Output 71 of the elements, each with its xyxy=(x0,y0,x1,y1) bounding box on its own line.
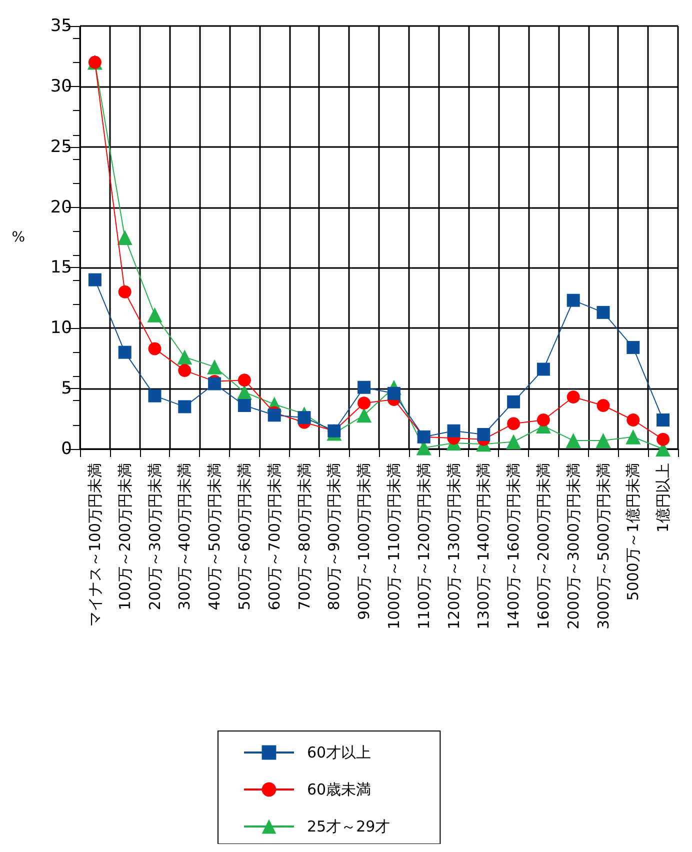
x-tick-label: 3000万～5000万円未満 xyxy=(594,463,612,630)
point xyxy=(506,434,522,450)
point xyxy=(238,374,251,387)
y-tick-label: 25 xyxy=(50,136,72,157)
x-tick-label: 5000万～1億円未満 xyxy=(624,463,642,601)
point xyxy=(536,362,550,376)
y-tick-label: 5 xyxy=(61,378,72,399)
x-tick-label: 1100万～1200万円未満 xyxy=(414,463,433,630)
point xyxy=(626,413,640,426)
point xyxy=(298,411,311,424)
x-tick-label: 500万～600万円未満 xyxy=(235,463,254,610)
x-tick-label: 2000万～3000万円未満 xyxy=(564,463,582,630)
point xyxy=(447,424,460,438)
point xyxy=(356,408,372,423)
y-tick-label: 10 xyxy=(50,318,72,338)
x-tick-label: 1400万～1600万円未満 xyxy=(504,463,523,630)
x-tick-label: 200万～300万円未満 xyxy=(146,463,164,610)
x-tick-label: 600万～700万円未満 xyxy=(265,463,284,610)
y-axis-title: % xyxy=(12,230,25,246)
x-tick-label: 900万～1000万円未満 xyxy=(355,463,374,620)
point xyxy=(117,230,132,245)
point xyxy=(566,390,580,404)
y-tick-label: 15 xyxy=(50,258,72,278)
point xyxy=(118,346,132,359)
y-tick-label: 0 xyxy=(61,439,72,459)
point xyxy=(626,429,641,444)
point xyxy=(178,400,192,414)
point xyxy=(358,380,371,394)
point xyxy=(207,359,222,374)
x-tick-label: 1300万～1400万円未満 xyxy=(474,463,493,630)
x-tick-label: 700万～800万円未満 xyxy=(295,463,314,610)
point xyxy=(626,340,640,354)
legend-label: 60歳未満 xyxy=(307,780,372,798)
point xyxy=(236,384,252,400)
point xyxy=(358,396,371,410)
x-tick-label: 1億円以上 xyxy=(654,463,672,533)
point xyxy=(88,273,102,286)
point xyxy=(177,350,192,365)
x-tick-label: 1000万～1100万円未満 xyxy=(384,463,403,630)
point xyxy=(566,294,580,307)
y-tick-label: 30 xyxy=(50,76,72,96)
point xyxy=(507,395,520,408)
point xyxy=(596,306,610,319)
x-tick-label: 1600万～2000万円未満 xyxy=(534,463,552,630)
x-tick-label: 400万～500万円未満 xyxy=(206,463,224,610)
point xyxy=(566,433,581,448)
point xyxy=(596,398,610,412)
point xyxy=(118,285,132,298)
legend-label: 60才以上 xyxy=(307,744,372,762)
x-tick-label: 1200万～1300万円未満 xyxy=(444,463,463,630)
point xyxy=(208,377,222,390)
y-tick-label: 35 xyxy=(50,16,72,36)
x-tick-label: マイナス～100万円未満 xyxy=(86,463,104,627)
point xyxy=(268,408,281,422)
point xyxy=(387,386,400,400)
x-tick-label: 100万～200万円未満 xyxy=(116,463,134,610)
point xyxy=(238,398,251,412)
point xyxy=(477,428,490,441)
point xyxy=(507,417,520,430)
point xyxy=(147,307,162,322)
point xyxy=(656,432,670,446)
point xyxy=(656,413,670,426)
point xyxy=(148,342,162,356)
point xyxy=(536,413,550,426)
x-tick-label: 800万～900万円未満 xyxy=(325,463,344,610)
y-tick-label: 20 xyxy=(50,197,72,218)
point xyxy=(148,389,162,402)
x-tick-label: 300万～400万円未満 xyxy=(176,463,194,610)
point xyxy=(178,364,192,377)
point xyxy=(596,433,611,448)
legend-label: 25才～29才 xyxy=(307,818,390,836)
